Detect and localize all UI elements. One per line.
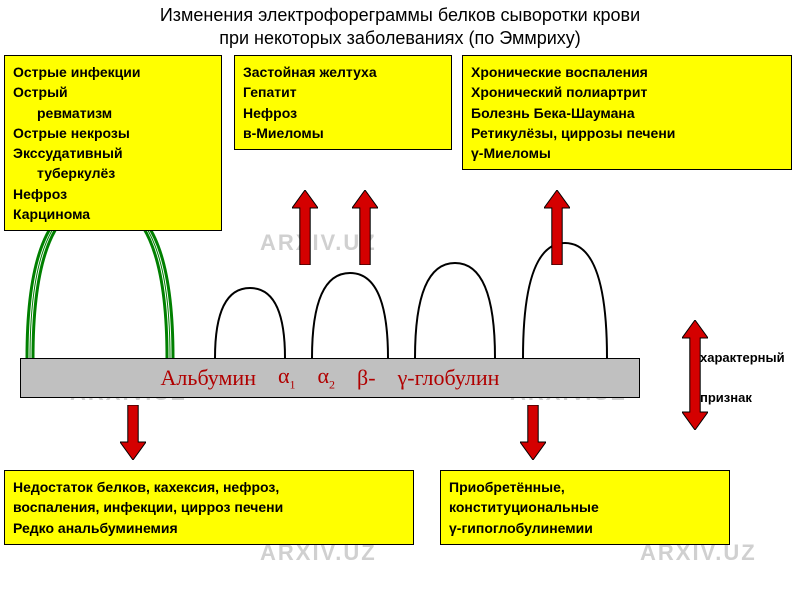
box-line: Острые инфекции	[13, 62, 213, 82]
label-sign: признак	[700, 390, 752, 405]
label-gamma: γ-глобулин	[398, 365, 500, 391]
box-line: Хронический полиартрит	[471, 82, 783, 102]
box-line: Ретикулёзы, циррозы печени	[471, 123, 783, 143]
box-line: Гепатит	[243, 82, 443, 102]
box-line: Болезнь Бека-Шаумана	[471, 103, 783, 123]
box-line: конституциональные	[449, 497, 721, 517]
title-line2: при некоторых заболеваниях (по Эммриху)	[219, 28, 581, 48]
label-characteristic: характерный	[700, 350, 785, 365]
box-line: Недостаток белков, кахексия, нефроз,	[13, 477, 405, 497]
box-protein-deficiency: Недостаток белков, кахексия, нефроз,восп…	[4, 470, 414, 545]
box-line: туберкулёз	[13, 163, 213, 183]
box-line: воспаления, инфекции, цирроз печени	[13, 497, 405, 517]
box-chronic-inflammation: Хронические воспаленияХронический полиар…	[462, 55, 792, 170]
fraction-band: Альбумин α1 α2 β- γ-глобулин	[20, 358, 640, 398]
box-jaundice: Застойная желтухаГепатитНефроз в-Миеломы	[234, 55, 452, 150]
box-line: Острые некрозы	[13, 123, 213, 143]
box-acute-infections: Острые инфекцииОстрыйревматизмОстрые нек…	[4, 55, 222, 231]
arrow-down-icon	[520, 405, 546, 460]
box-line: Приобретённые,	[449, 477, 721, 497]
box-line: Застойная желтуха	[243, 62, 443, 82]
box-line: Острый	[13, 82, 213, 102]
title-line1: Изменения электрофореграммы белков сывор…	[160, 5, 640, 25]
label-alpha1: α1	[278, 363, 296, 392]
box-line: γ-Миеломы	[471, 143, 783, 163]
box-line: Редко анальбуминемия	[13, 518, 405, 538]
arrow-up-icon	[352, 190, 378, 265]
arrow-up-icon	[544, 190, 570, 265]
box-line: Нефроз	[243, 103, 443, 123]
label-alpha2: α2	[318, 363, 336, 392]
arrow-down-icon	[120, 405, 146, 460]
box-line: Нефроз	[13, 184, 213, 204]
page-title: Изменения электрофореграммы белков сывор…	[0, 4, 800, 51]
box-line: в-Миеломы	[243, 123, 443, 143]
box-hypoglobulinemia: Приобретённые, конституциональныеγ-гипог…	[440, 470, 730, 545]
box-line: γ-гипоглобулинемии	[449, 518, 721, 538]
label-beta: β-	[357, 365, 376, 391]
arrow-up-icon	[292, 190, 318, 265]
box-line: Экссудативный	[13, 143, 213, 163]
label-albumin: Альбумин	[161, 365, 256, 391]
box-line: Хронические воспаления	[471, 62, 783, 82]
box-line: ревматизм	[13, 103, 213, 123]
arrow-bidirectional-icon	[682, 320, 708, 430]
box-line: Карцинома	[13, 204, 213, 224]
